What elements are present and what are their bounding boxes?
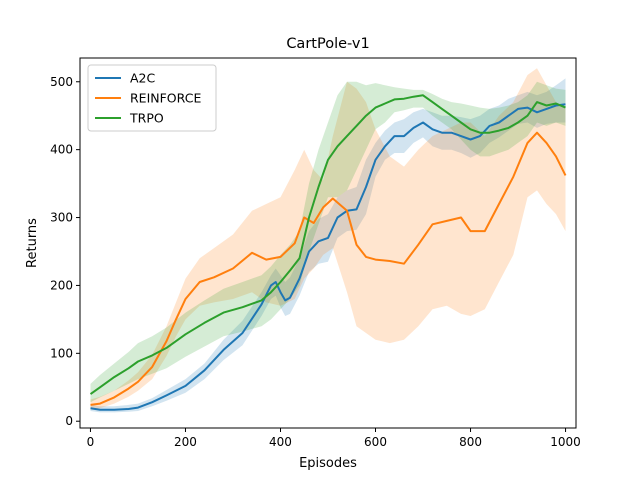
line-trpo	[89, 94, 566, 395]
band-a2c	[90, 78, 566, 413]
y-axis-label: Returns	[25, 218, 40, 268]
band-trpo	[90, 81, 566, 403]
y-tick-label: 300	[50, 211, 73, 225]
x-tick-label: 200	[174, 435, 197, 449]
x-axis-label: Episodes	[299, 456, 357, 471]
series-lines	[89, 94, 567, 411]
y-tick-label: 400	[50, 143, 73, 157]
x-tick-label: 600	[364, 435, 387, 449]
plot-frame	[79, 57, 577, 429]
legend-label-trpo: TRPO	[129, 111, 164, 126]
y-tick-label: 100	[50, 346, 73, 360]
axes: 0 200 400 600 800 1000 0 100 200 300 400 500	[50, 57, 581, 449]
legend-box	[87, 64, 217, 132]
x-tick-label: 1000	[550, 435, 581, 449]
y-tick-label: 0	[65, 414, 73, 428]
y-tick-label: 500	[50, 75, 73, 89]
line-reinforce	[90, 131, 567, 406]
legend-label-reinforce: REINFORCE	[130, 91, 201, 106]
chart-title: CartPole-v1	[286, 36, 369, 52]
x-tick-label: 0	[87, 435, 95, 449]
legend: A2C REINFORCE TRPO	[87, 64, 217, 132]
legend-label-a2c: A2C	[130, 71, 156, 86]
line-a2c	[90, 103, 566, 411]
x-tick-label: 800	[459, 435, 482, 449]
y-tick-label: 200	[50, 278, 73, 292]
x-tick-label: 400	[269, 435, 292, 449]
